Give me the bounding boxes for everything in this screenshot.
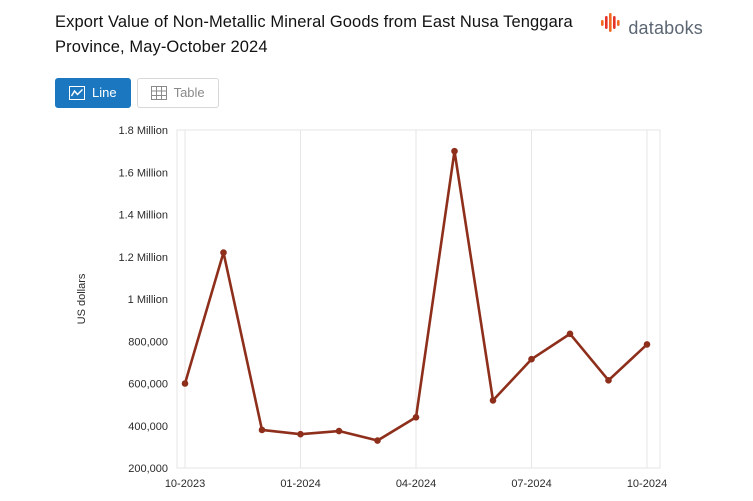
svg-text:600,000: 600,000 (128, 378, 168, 390)
chart-area[interactable]: 10-2023 01-2024 04-2024 07-2024 10-2024 200,0… (55, 116, 703, 501)
line-view-label: Line (92, 85, 117, 100)
svg-text:10-2023: 10-2023 (165, 478, 205, 490)
svg-text:1.8 Million: 1.8 Million (118, 125, 168, 137)
svg-text:1.4 Million: 1.4 Million (118, 209, 168, 221)
table-view-label: Table (173, 85, 205, 100)
svg-text:US dollars: US dollars (76, 273, 88, 324)
page-title: Export Value of Non-Metallic Mineral Goo… (55, 13, 573, 56)
svg-text:800,000: 800,000 (128, 336, 168, 348)
svg-text:07-2024: 07-2024 (511, 478, 551, 490)
svg-text:200,000: 200,000 (128, 463, 168, 475)
chart-view-toolbar: Line Table (55, 77, 703, 108)
svg-text:04-2024: 04-2024 (396, 478, 436, 490)
table-view-button[interactable]: Table (136, 77, 219, 108)
svg-text:1 Million: 1 Million (128, 294, 168, 306)
table-icon (150, 85, 167, 100)
header: Export Value of Non-Metallic Mineral Goo… (55, 10, 703, 60)
line-chart-icon (69, 85, 85, 100)
databoks-logo-icon (601, 13, 623, 37)
svg-text:1.2 Million: 1.2 Million (118, 251, 168, 263)
svg-text:01-2024: 01-2024 (280, 478, 320, 490)
databoks-logo[interactable]: databoks (601, 13, 703, 37)
svg-text:400,000: 400,000 (128, 420, 168, 432)
svg-text:10-2024: 10-2024 (627, 478, 667, 490)
line-chart: 10-2023 01-2024 04-2024 07-2024 10-2024 200,0… (76, 125, 667, 490)
svg-text:1.6 Million: 1.6 Million (118, 167, 168, 179)
line-view-button[interactable]: Line (55, 77, 131, 108)
databoks-logo-text: databoks (628, 18, 703, 38)
